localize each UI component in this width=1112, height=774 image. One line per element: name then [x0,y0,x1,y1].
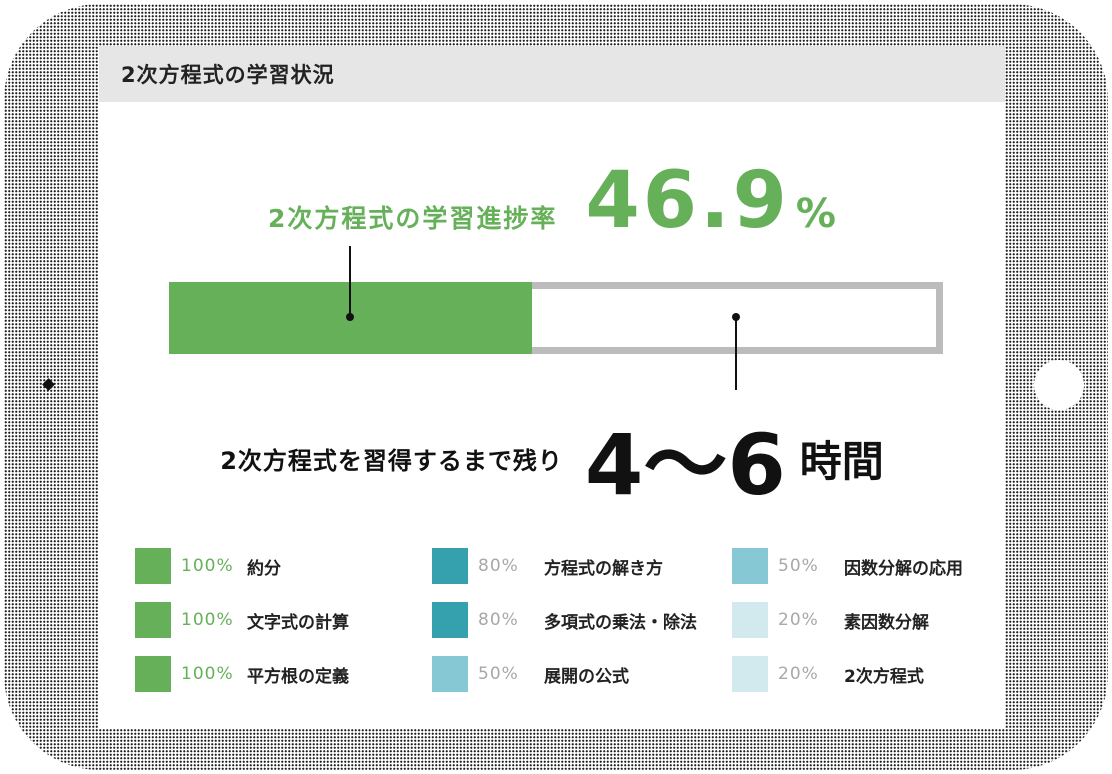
home-button[interactable] [1036,362,1082,408]
legend-swatch [432,656,468,692]
remaining-value: 4～6 [584,416,786,514]
legend-topic: 展開の公式 [544,666,629,687]
legend-swatch [135,656,171,692]
legend-topic: 方程式の解き方 [544,558,663,579]
legend-swatch [732,656,768,692]
legend-swatch [135,548,171,584]
legend-topic: 因数分解の応用 [844,558,963,579]
legend-percent: 20% [778,610,819,630]
screen: 2次方程式の学習状況 2次方程式の学習進捗率 46.9 % 2次方程式を習得する… [99,46,1005,728]
legend-percent: 50% [478,664,519,684]
header-bar: 2次方程式の学習状況 [99,46,1005,102]
legend-percent: 100% [181,610,234,630]
legend-topic: 約分 [247,558,281,579]
legend-topic: 2次方程式 [844,666,924,687]
legend-swatch [432,602,468,638]
legend-item: 50% 因数分解の応用 [732,548,963,584]
completed-leader-dot [346,313,354,321]
remaining-label: 2次方程式を習得するまで残り [220,447,563,475]
legend-topic: 素因数分解 [844,612,929,633]
legend-topic: 文字式の計算 [247,612,349,633]
legend-item: 100% 文字式の計算 [135,602,349,638]
legend-swatch [732,602,768,638]
legend-percent: 100% [181,664,234,684]
legend-percent: 80% [478,556,519,576]
legend-item: 80% 多項式の乗法・除法 [432,602,697,638]
legend-topic: 多項式の乗法・除法 [544,612,697,633]
legend-item: 20% 2次方程式 [732,656,924,692]
legend-item: 20% 素因数分解 [732,602,929,638]
progress-summary: 2次方程式の学習進捗率 46.9 % [99,156,1005,246]
remaining-leader-line [735,318,737,390]
legend-percent: 100% [181,556,234,576]
legend-percent: 50% [778,556,819,576]
remaining-leader-dot [732,313,740,321]
legend-percent: 20% [778,664,819,684]
progress-value: 46.9 [585,156,790,246]
progress-unit: % [795,191,836,237]
remaining-summary: 2次方程式を習得するまで残り 4～6 時間 [99,398,1005,519]
legend-percent: 80% [478,610,519,630]
legend-swatch [135,602,171,638]
legend-item: 80% 方程式の解き方 [432,548,663,584]
legend-topic: 平方根の定義 [247,666,349,687]
legend-swatch [432,548,468,584]
page-title: 2次方程式の学習状況 [121,63,335,87]
legend-item: 100% 約分 [135,548,281,584]
remaining-unit: 時間 [799,437,884,486]
legend-item: 50% 展開の公式 [432,656,629,692]
completed-leader-line [349,246,351,318]
legend-swatch [732,548,768,584]
progress-label: 2次方程式の学習進捗率 [268,204,558,233]
progress-bar [169,282,943,354]
legend-item: 100% 平方根の定義 [135,656,349,692]
